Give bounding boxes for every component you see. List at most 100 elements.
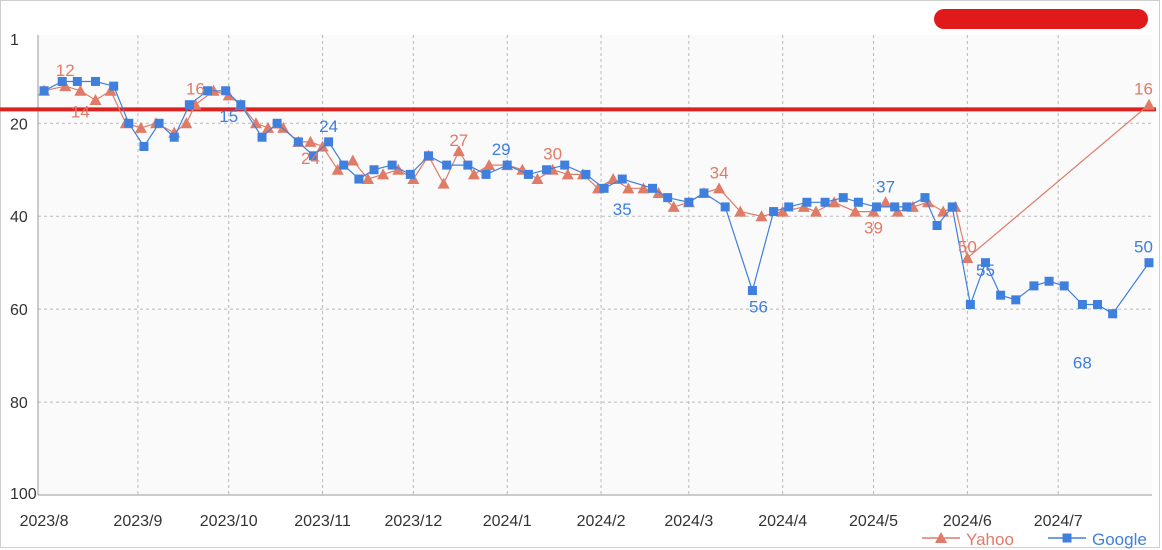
google-point <box>257 132 267 142</box>
yahoo-point <box>828 196 841 208</box>
legend-triangle-icon <box>935 532 947 543</box>
data-label: 68 <box>1073 353 1092 372</box>
x-tick-label: 2023/11 <box>294 513 351 530</box>
y-tick-label: 20 <box>10 116 28 133</box>
yahoo-point <box>277 121 290 133</box>
yahoo-point <box>637 182 650 194</box>
google-point <box>124 118 134 128</box>
google-point <box>720 202 730 212</box>
series-layer <box>38 76 1155 319</box>
yahoo-point <box>879 196 892 208</box>
yahoo-point <box>809 205 822 217</box>
google-point <box>965 299 975 309</box>
google-point <box>920 193 930 203</box>
data-label: 56 <box>749 298 768 317</box>
google-point <box>1044 276 1054 286</box>
google-point <box>617 174 627 184</box>
google-point <box>1029 281 1039 291</box>
google-point <box>1108 309 1118 319</box>
google-point <box>339 160 349 170</box>
google-point <box>39 86 49 96</box>
data-label: 55 <box>976 261 995 280</box>
google-point <box>236 100 246 110</box>
yahoo-point <box>346 154 359 166</box>
google-point <box>463 160 473 170</box>
legend-label: Yahoo <box>966 530 1014 549</box>
legend: Yahoo Google <box>922 530 1147 549</box>
yahoo-point <box>74 84 87 96</box>
data-label: 12 <box>56 61 75 80</box>
data-label: 14 <box>71 102 90 121</box>
google-point <box>272 118 282 128</box>
google-point <box>747 286 757 296</box>
google-point <box>820 197 830 207</box>
google-point <box>838 193 848 203</box>
google-point <box>769 207 779 217</box>
google-point <box>684 197 694 207</box>
google-point <box>387 160 397 170</box>
google-point <box>648 183 658 193</box>
google-point <box>802 197 812 207</box>
x-tick-label: 2023/10 <box>200 513 258 530</box>
google-point <box>139 142 149 152</box>
yahoo-point <box>734 205 747 217</box>
yahoo-point <box>180 117 193 129</box>
yahoo-point <box>1142 98 1155 110</box>
data-label: 30 <box>543 145 562 164</box>
yahoo-point <box>849 205 862 217</box>
data-label: 29 <box>492 140 511 159</box>
x-tick-label: 2023/9 <box>113 513 162 530</box>
google-point <box>57 76 67 86</box>
yahoo-point <box>607 173 620 185</box>
x-tick-label: 2023/12 <box>384 513 442 530</box>
yahoo-point <box>961 252 974 264</box>
data-label: 16 <box>186 80 205 99</box>
google-point <box>221 86 231 96</box>
y-tick-label: 60 <box>10 302 28 319</box>
yahoo-point <box>262 121 275 133</box>
google-point <box>502 160 512 170</box>
yahoo-point <box>483 159 496 171</box>
google-point <box>91 76 101 86</box>
data-label: 34 <box>710 163 729 182</box>
yahoo-point <box>561 168 574 180</box>
data-label: 16 <box>1134 80 1153 99</box>
google-point <box>599 183 609 193</box>
data-label: 24 <box>319 117 338 136</box>
google-point <box>872 202 882 212</box>
yahoo-point <box>361 173 374 185</box>
data-label: 39 <box>864 219 883 238</box>
yahoo-point <box>437 177 450 189</box>
redaction-bar <box>934 9 1148 29</box>
yahoo-point <box>377 168 390 180</box>
google-point <box>902 202 912 212</box>
y-tick-label: 80 <box>10 395 28 412</box>
yahoo-point <box>249 117 262 129</box>
yahoo-point <box>331 163 344 175</box>
google-point <box>663 193 673 203</box>
plot-area <box>38 35 1152 495</box>
google-point <box>405 169 415 179</box>
google-point <box>1093 299 1103 309</box>
google-point <box>542 165 552 175</box>
google-point <box>442 160 452 170</box>
google-point <box>523 169 533 179</box>
google-point <box>154 118 164 128</box>
x-tick-label: 2024/2 <box>577 513 626 530</box>
google-point <box>784 202 794 212</box>
x-tick-label: 2024/6 <box>943 513 992 530</box>
x-tick-label: 2024/7 <box>1034 513 1083 530</box>
data-label: 37 <box>876 177 895 196</box>
y-tick-label: 1 <box>10 32 19 49</box>
google-point <box>996 290 1006 300</box>
google-point <box>581 169 591 179</box>
google-point <box>560 160 570 170</box>
yahoo-point <box>316 140 329 152</box>
x-tick-label: 2024/4 <box>758 513 807 530</box>
yahoo-point <box>134 121 147 133</box>
google-point <box>293 137 303 147</box>
yahoo-point <box>392 163 405 175</box>
data-label: 35 <box>613 200 632 219</box>
